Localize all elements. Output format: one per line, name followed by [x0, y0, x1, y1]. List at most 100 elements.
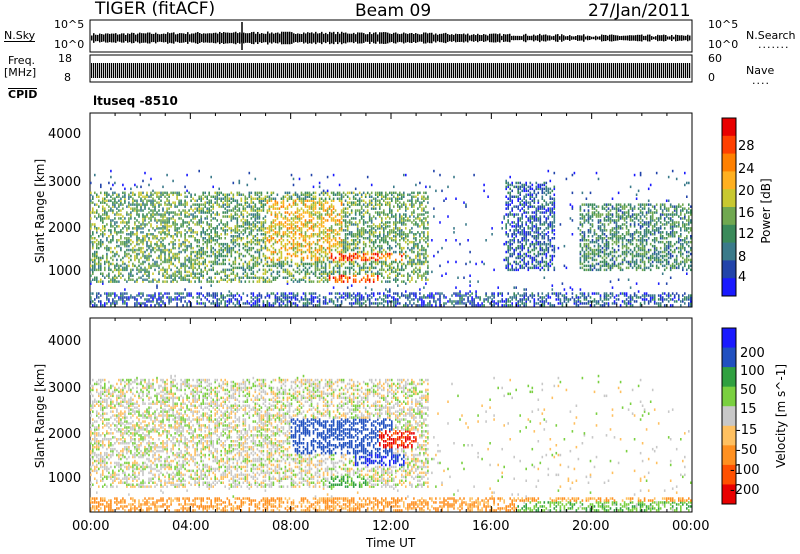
range-cell — [192, 209, 194, 212]
nsky-bar — [633, 35, 635, 40]
range-cell — [184, 200, 186, 203]
range-cell — [375, 302, 377, 305]
range-cell — [309, 227, 311, 230]
range-cell — [363, 200, 365, 203]
range-cell — [136, 219, 138, 222]
nsky-bar — [401, 34, 403, 43]
range-cell — [204, 192, 206, 195]
range-cell — [259, 304, 261, 307]
freq-bar — [445, 63, 446, 78]
range-cell — [110, 257, 112, 260]
range-cell — [178, 227, 180, 230]
range-cell — [124, 237, 126, 240]
range-cell — [329, 205, 331, 208]
range-cell — [397, 209, 399, 212]
range-cell — [329, 298, 331, 301]
range-cell — [345, 229, 347, 232]
range-cell — [281, 247, 283, 250]
freq-bar — [297, 63, 298, 78]
freq-bar — [101, 63, 102, 78]
range-cell — [239, 233, 241, 236]
range-cell — [94, 174, 96, 177]
freq-bar — [209, 63, 210, 78]
range-cell — [146, 279, 148, 282]
range-cell — [323, 203, 325, 206]
range-cell — [271, 273, 273, 276]
range-cell — [345, 194, 347, 197]
freq-bar — [643, 63, 644, 78]
range-cell — [335, 219, 337, 222]
range-cell — [407, 255, 409, 257]
range-cell — [208, 200, 210, 203]
range-cell — [208, 269, 210, 272]
range-cell — [104, 302, 106, 305]
nsky-bar — [445, 33, 447, 43]
range-cell — [257, 229, 259, 232]
range-cell — [297, 255, 299, 257]
range-cell — [419, 225, 421, 228]
freq-bar — [335, 63, 336, 78]
nsky-bar — [615, 35, 617, 40]
range-cell — [154, 247, 156, 250]
nsky-bar — [533, 35, 535, 42]
range-cell — [112, 259, 114, 262]
range-cell — [337, 304, 339, 307]
range-cell — [349, 219, 351, 222]
range-cell — [122, 292, 124, 295]
range-cell — [363, 219, 365, 222]
range-cell — [243, 229, 245, 232]
freq-bar — [395, 63, 396, 78]
nsky-bar — [301, 34, 303, 42]
range-cell — [347, 196, 349, 199]
range-cell — [90, 223, 92, 226]
range-cell — [339, 213, 341, 216]
range-cell — [241, 277, 243, 280]
range-cell — [98, 247, 100, 250]
range-cell — [124, 263, 126, 266]
range-cell — [399, 198, 401, 201]
range-cell — [170, 235, 172, 238]
range-cell — [243, 247, 245, 250]
range-cell — [174, 296, 176, 299]
nsky-bar — [627, 36, 629, 41]
range-cell — [315, 292, 317, 295]
range-cell — [192, 198, 194, 201]
nsky-bar — [293, 33, 295, 42]
range-cell — [379, 261, 381, 264]
range-cell — [269, 302, 271, 305]
nsky-bar — [119, 34, 121, 42]
range-cell — [419, 233, 421, 236]
range-cell — [214, 249, 216, 252]
nsky-bar — [167, 32, 169, 43]
range-cell — [381, 257, 383, 260]
nsky-bar — [215, 33, 217, 44]
nsky-bar — [653, 37, 655, 39]
range-cell — [233, 235, 235, 238]
range-cell — [351, 209, 353, 212]
range-cell — [321, 201, 323, 204]
range-cell — [381, 245, 383, 248]
range-cell — [399, 192, 401, 195]
range-cell — [263, 247, 265, 250]
range-cell — [190, 219, 192, 222]
range-cell — [134, 184, 136, 187]
range-cell — [391, 229, 393, 232]
range-cell — [395, 245, 397, 248]
range-cell — [321, 279, 323, 282]
range-cell — [311, 211, 313, 214]
range-cell — [405, 282, 407, 285]
freq-bar — [115, 63, 116, 78]
nsky-bar — [151, 34, 153, 42]
freq-bar — [91, 63, 92, 78]
range-cell — [371, 292, 373, 295]
freq-bar — [441, 63, 442, 78]
freq-bar — [483, 63, 484, 78]
range-cell — [182, 219, 184, 222]
range-cell — [239, 229, 241, 232]
range-cell — [208, 192, 210, 195]
freq-bar — [537, 63, 538, 78]
freq-bar — [637, 63, 638, 78]
range-cell — [128, 257, 130, 260]
nsky-bar — [589, 36, 591, 40]
range-cell — [148, 237, 150, 240]
